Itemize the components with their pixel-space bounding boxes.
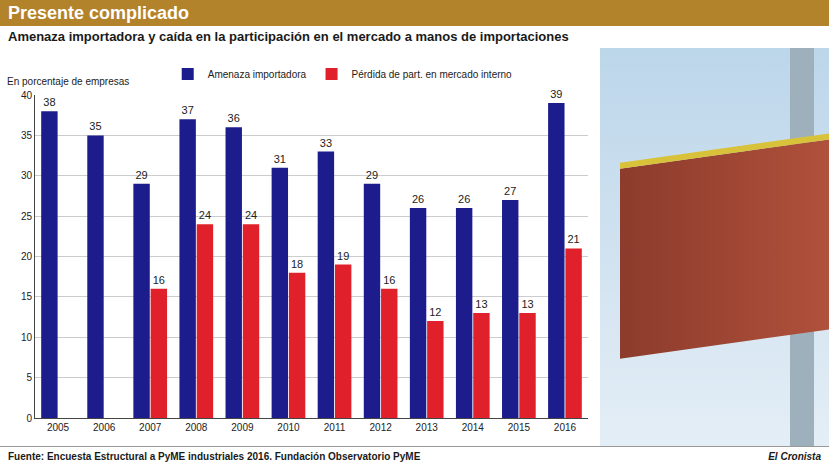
- html-text:Amenaza importadora y caída en: Amenaza importadora y caída en la partic…: [8, 29, 569, 44]
- svg-text:16: 16: [153, 274, 165, 286]
- svg-text:2014: 2014: [462, 422, 485, 433]
- svg-text:2005: 2005: [47, 422, 70, 433]
- svg-text:2013: 2013: [416, 422, 439, 433]
- svg-text:38: 38: [43, 96, 55, 108]
- html-text:Presente complicado: Presente complicado: [8, 3, 190, 23]
- svg-text:2010: 2010: [277, 422, 300, 433]
- svg-text:35: 35: [21, 130, 33, 141]
- svg-text:2011: 2011: [324, 422, 346, 433]
- svg-text:40: 40: [21, 90, 33, 101]
- svg-text:33: 33: [320, 137, 332, 149]
- svg-text:2006: 2006: [93, 422, 116, 433]
- svg-text:36: 36: [228, 112, 240, 124]
- svg-text:Pérdida de part. en mercado in: Pérdida de part. en mercado interno: [352, 69, 513, 80]
- svg-text:18: 18: [291, 258, 303, 270]
- svg-text:13: 13: [475, 298, 487, 310]
- svg-text:29: 29: [366, 169, 378, 181]
- svg-text:35: 35: [89, 120, 101, 132]
- svg-text:26: 26: [458, 193, 470, 205]
- svg-text:12: 12: [429, 306, 441, 318]
- svg-text:5: 5: [26, 372, 32, 383]
- svg-text:24: 24: [199, 209, 211, 221]
- svg-text:29: 29: [135, 169, 147, 181]
- svg-text:2009: 2009: [231, 422, 254, 433]
- svg-text:13: 13: [521, 298, 533, 310]
- svg-text:Amenaza importadora: Amenaza importadora: [208, 69, 307, 80]
- svg-text:2012: 2012: [370, 422, 393, 433]
- svg-text:21: 21: [567, 233, 579, 245]
- svg-text:2007: 2007: [139, 422, 162, 433]
- svg-text:26: 26: [412, 193, 424, 205]
- svg-text:19: 19: [337, 250, 349, 262]
- svg-text:37: 37: [182, 104, 194, 116]
- svg-text:2015: 2015: [508, 422, 531, 433]
- html-text:Fuente: Encuesta Estructural a: Fuente: Encuesta Estructural a PyME indu…: [8, 451, 421, 462]
- svg-text:27: 27: [504, 185, 516, 197]
- svg-text:15: 15: [21, 291, 33, 302]
- svg-text:0: 0: [26, 413, 32, 424]
- svg-text:25: 25: [21, 211, 33, 222]
- svg-text:En porcentaje de empresas: En porcentaje de empresas: [7, 76, 129, 87]
- svg-text:16: 16: [383, 274, 395, 286]
- svg-text:24: 24: [245, 209, 257, 221]
- svg-text:31: 31: [274, 153, 286, 165]
- svg-text:30: 30: [21, 170, 33, 181]
- html-text:El Cronista: El Cronista: [768, 451, 821, 462]
- svg-text:10: 10: [21, 332, 33, 343]
- svg-text:2008: 2008: [185, 422, 208, 433]
- svg-text:39: 39: [550, 88, 562, 100]
- svg-text:2016: 2016: [554, 422, 577, 433]
- svg-text:20: 20: [21, 251, 33, 262]
